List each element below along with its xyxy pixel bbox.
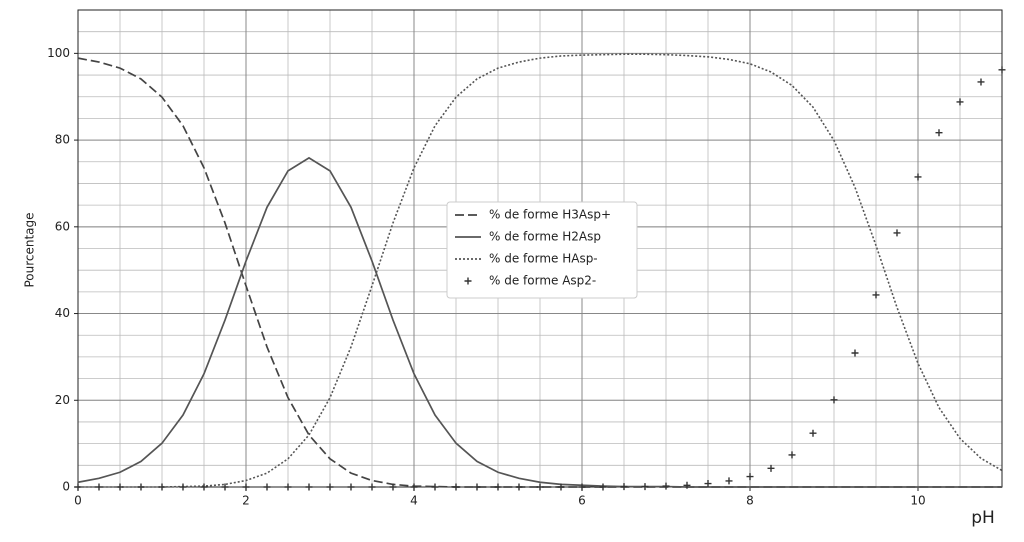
x-tick-label: 4 <box>410 494 418 508</box>
data-point <box>410 483 418 491</box>
data-point <box>767 464 775 472</box>
legend-symbol <box>464 277 472 285</box>
data-point <box>998 66 1006 74</box>
data-line <box>77 156 1002 488</box>
data-point <box>158 483 166 491</box>
data-point <box>599 483 607 491</box>
data-point <box>620 483 628 491</box>
data-point <box>788 451 796 459</box>
data-point <box>893 229 901 237</box>
data-point <box>515 483 523 491</box>
data-point <box>977 78 985 86</box>
data-point <box>725 477 733 485</box>
data-point <box>137 483 145 491</box>
x-tick-label: 0 <box>74 494 82 508</box>
data-point <box>452 483 460 491</box>
data-point <box>557 483 565 491</box>
legend-label: % de forme HAsp- <box>489 252 598 266</box>
x-tick-label: 10 <box>910 494 925 508</box>
data-point <box>473 483 481 491</box>
data-point <box>221 483 229 491</box>
data-point <box>200 483 208 491</box>
data-point <box>305 483 313 491</box>
x-tick-label: 8 <box>746 494 754 508</box>
data-point <box>746 473 754 481</box>
data-point <box>683 481 691 489</box>
data-point <box>263 483 271 491</box>
data-point <box>116 483 124 491</box>
legend-label: % de forme H2Asp <box>489 230 601 244</box>
data-point <box>179 483 187 491</box>
data-point <box>431 483 439 491</box>
data-point <box>347 483 355 491</box>
data-point <box>809 429 817 437</box>
data-point <box>935 129 943 137</box>
y-axis-label: Pourcentage <box>23 212 37 287</box>
data-point <box>95 483 103 491</box>
data-point <box>578 483 586 491</box>
data-line <box>78 53 1003 488</box>
y-tick-label: 60 <box>55 219 70 233</box>
data-point <box>494 483 502 491</box>
data-point <box>872 291 880 299</box>
data-point <box>851 349 859 357</box>
data-point <box>641 483 649 491</box>
legend-label: % de forme Asp2- <box>489 274 596 288</box>
y-tick-label: 0 <box>62 480 70 494</box>
x-tick-label: 6 <box>578 494 586 508</box>
legend-box <box>446 201 638 299</box>
data-point <box>956 98 964 106</box>
y-tick-label: 100 <box>47 46 70 60</box>
data-point <box>662 482 670 490</box>
data-point <box>284 483 292 491</box>
data-point <box>368 483 376 491</box>
x-tick-label: 2 <box>242 494 250 508</box>
data-point <box>389 483 397 491</box>
data-point <box>536 483 544 491</box>
data-point <box>914 173 922 181</box>
data-point <box>830 396 838 404</box>
y-tick-label: 40 <box>55 306 70 320</box>
data-point <box>74 483 82 491</box>
y-tick-label: 80 <box>55 133 70 147</box>
y-tick-label: 20 <box>55 393 70 407</box>
data-point <box>326 483 334 491</box>
x-axis-label: pH <box>971 508 995 528</box>
legend-label: % de forme H3Asp+ <box>489 208 611 222</box>
legend: % de forme H3Asp+ % de forme H2Asp % de fo… <box>446 201 638 299</box>
data-point <box>242 483 250 491</box>
data-point <box>704 480 712 488</box>
